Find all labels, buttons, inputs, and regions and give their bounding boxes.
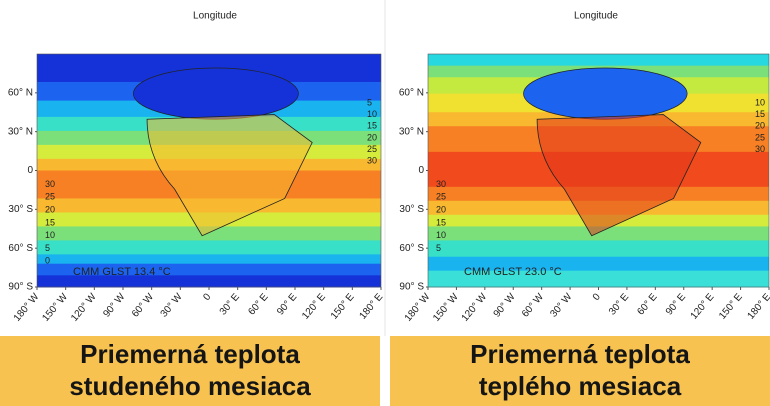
contour-label: 25 [436,192,446,202]
axis-title: Longitude [193,11,237,22]
contour-label: 0 [45,256,50,266]
y-tick-label: 90° S [399,282,424,293]
x-tick-label: 30° W [159,291,185,319]
y-tick-label: 60° N [8,87,33,98]
contour-label: 15 [436,217,446,227]
x-tick-label: 60° E [246,291,270,317]
x-tick-label: 90° W [492,291,518,319]
x-tick-label: 90° E [664,291,688,317]
x-tick-label: 60° W [130,291,156,319]
y-tick-label: 30° N [8,126,33,137]
contour-label: 15 [367,121,377,131]
contour-label: 30 [436,179,446,189]
contour-label: 5 [367,97,372,107]
x-tick-label: 60° E [635,291,659,317]
contour-label: 30 [45,179,55,189]
polar-cold [523,67,688,120]
caption: teplého mesiaca [479,371,682,401]
contour-label: 20 [755,121,765,131]
contour-label: 5 [45,243,50,253]
contour-label: 15 [755,109,765,119]
temp-band [37,263,381,276]
y-tick-label: 30° N [399,126,424,137]
temp-band [37,226,381,241]
temp-band [37,254,381,265]
x-tick-label: 150° W [40,291,70,324]
x-tick-label: 180° E [358,291,386,321]
contour-label: 30 [367,156,377,166]
y-tick-label: 60° S [8,243,33,254]
x-tick-label: 60° W [520,291,546,319]
x-tick-label: 180° W [12,291,42,324]
temp-band [428,226,769,241]
contour-label: 10 [45,230,55,240]
temp-band [37,275,381,288]
x-tick-label: 180° W [403,291,433,324]
caption-bg [390,336,770,406]
x-tick-label: 150° W [431,291,461,324]
contour-label: 20 [367,132,377,142]
x-tick-label: 180° E [746,291,770,321]
temp-band [37,240,381,255]
caption: studeného mesiaca [69,371,311,401]
contour-label: 20 [45,204,55,214]
x-tick-label: 30° E [218,291,242,317]
annotation: CMM GLST 23.0 °C [464,266,562,278]
x-tick-label: 120° E [689,291,717,321]
contour-label: 25 [367,144,377,154]
y-tick-label: 30° S [8,204,33,215]
x-tick-label: 90° E [275,291,299,317]
x-tick-label: 30° W [548,291,574,319]
continent [536,114,702,237]
caption: Priemerná teplota [80,339,300,369]
contour-label: 10 [436,230,446,240]
x-tick-label: 30° E [607,291,631,317]
caption: Priemerná teplota [470,339,690,369]
temp-band [428,270,769,288]
y-tick-label: 60° S [399,243,424,254]
x-tick-label: 90° W [101,291,127,319]
axis-title: Longitude [574,11,618,22]
x-tick-label: 0 [591,291,603,303]
y-tick-label: 0 [418,165,424,176]
x-tick-label: 120° W [69,291,99,324]
temp-band [428,240,769,258]
contour-label: 10 [755,97,765,107]
x-tick-label: 0 [201,291,213,303]
x-tick-label: 120° W [460,291,490,324]
contour-label: 5 [436,243,441,253]
y-tick-label: 0 [27,165,33,176]
temp-band [428,54,769,67]
x-tick-label: 150° E [717,291,745,321]
y-tick-label: 30° S [399,204,424,215]
continent [146,114,313,237]
x-tick-label: 150° E [329,291,357,321]
contour-label: 25 [755,132,765,142]
contour-label: 10 [367,109,377,119]
y-tick-label: 60° N [399,87,424,98]
contour-label: 30 [755,144,765,154]
contour-label: 15 [45,217,55,227]
contour-label: 20 [436,204,446,214]
temp-band [428,256,769,272]
y-tick-label: 90° S [8,282,33,293]
contour-label: 25 [45,192,55,202]
polar-cold [132,67,299,120]
caption-bg [0,336,380,406]
x-tick-label: 120° E [300,291,328,321]
annotation: CMM GLST 13.4 °C [73,266,171,278]
